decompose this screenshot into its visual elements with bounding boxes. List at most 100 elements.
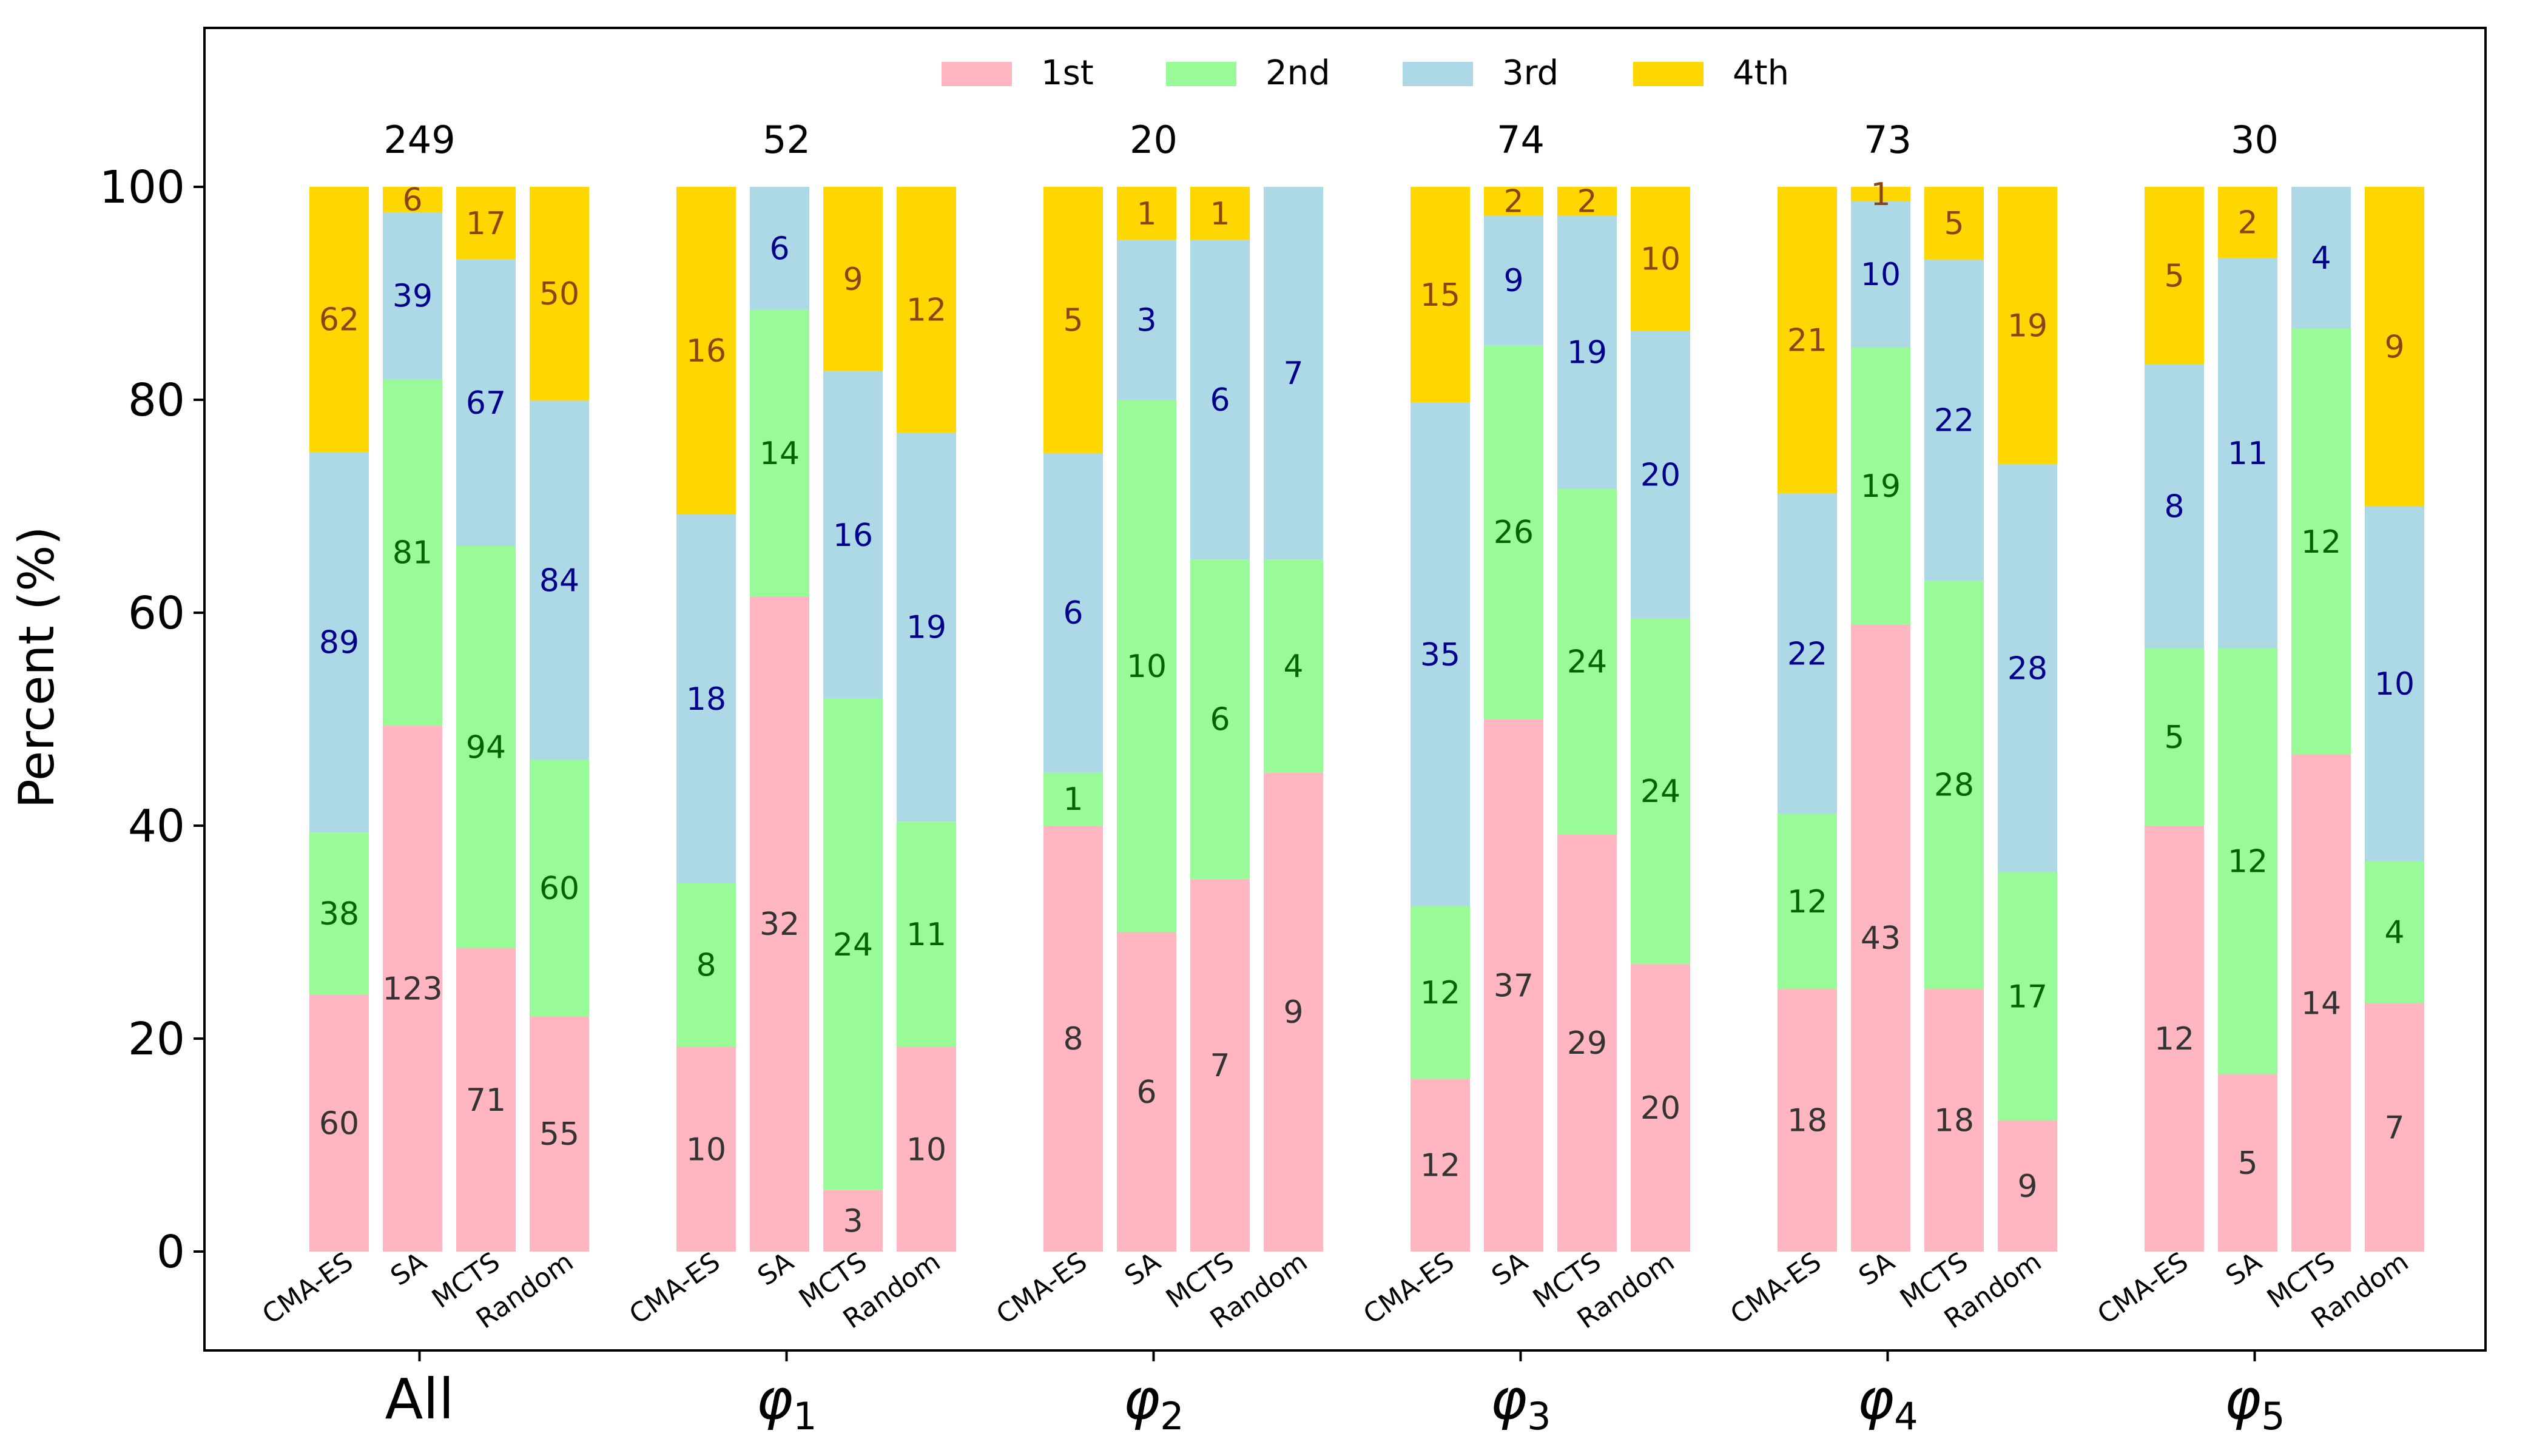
group-total-label: 52 [763,118,811,162]
segment-label: 19 [1861,468,1901,505]
segment-label: 5 [2164,258,2184,294]
bar-segment [823,187,883,371]
bar-segment [1998,187,2057,464]
segment-label: 18 [1787,1103,1827,1139]
segment-label: 20 [1640,457,1680,493]
bar-segment [1631,963,1690,1252]
segment-label: 1 [1136,196,1156,232]
method-tick-label: CMA-ES [1725,1246,1827,1330]
bar-segment [456,259,516,547]
bar-segment [1190,559,1250,879]
segment-label: 6 [1210,702,1230,738]
segment-label: 39 [393,278,433,315]
segment-label: 5 [1063,302,1083,339]
bar-segment [2291,329,2351,755]
y-tick-label: 80 [128,374,185,426]
bar-segment [2145,364,2204,649]
bar-segment [2291,187,2351,329]
bar-segment [2145,187,2204,365]
segment-label: 10 [686,1131,726,1168]
bar-segment [823,1190,883,1252]
segment-label: 14 [2301,986,2341,1022]
segment-label: 1 [1210,196,1230,232]
bar-segment [1484,345,1543,720]
segment-label: 35 [1420,637,1460,673]
method-tick-label: SA [385,1246,432,1292]
segment-label: 4 [2384,915,2404,951]
segment-label: 12 [2228,844,2268,880]
group-total-label: 30 [2231,118,2279,162]
segment-label: 24 [833,927,873,963]
legend-label: 1st [1041,53,1094,93]
bar-segment [676,187,736,514]
bar-segment [676,1046,736,1252]
segment-label: 37 [1494,968,1534,1004]
segment-label: 8 [2164,489,2184,525]
bar-segment [897,187,956,433]
segment-label: 7 [1283,356,1303,392]
segment-label: 12 [1787,884,1827,920]
segment-label: 24 [1640,774,1680,810]
group-label: All [385,1367,454,1432]
bar-segment [309,187,369,452]
segment-label: 8 [1063,1021,1083,1057]
bar-segment [1264,559,1323,773]
segment-label: 28 [2007,650,2048,687]
segment-label: 3 [1136,302,1156,339]
bar-segment [1998,872,2057,1121]
bar-segment [1851,201,1910,348]
segment-label: 12 [906,292,946,329]
legend-swatch [1166,62,1236,86]
bar-segment [2218,1074,2277,1252]
bar-segment [1557,834,1617,1252]
group-total-label: 249 [383,118,455,162]
segment-label: 84 [539,562,579,599]
segment-label: 123 [382,971,442,1008]
bar-segment [1043,187,1103,453]
bar-segment [530,400,589,760]
group-total-label: 20 [1130,118,1178,162]
y-axis: 0 20 40 60 80 100 [99,161,204,1278]
bar-segment [530,187,589,401]
bar-segment [383,187,442,213]
segment-label: 2 [1577,184,1597,220]
y-tick-label: 60 [128,587,185,639]
method-tick-label: SA [1853,1246,1900,1292]
segment-label: 1 [1063,781,1083,818]
bar-segment [1190,187,1250,240]
bar-segment [1484,719,1543,1252]
group-label: φ2 [1123,1367,1184,1438]
bar-segment [456,187,516,260]
bar-segment [2365,506,2424,861]
method-tick-label: SA [2220,1246,2267,1292]
segment-label: 38 [319,896,359,932]
bar-segment [1778,814,1837,989]
segment-label: 9 [2384,329,2404,365]
bar-segment [1410,1079,1470,1252]
segment-label: 2 [2237,205,2257,241]
segment-label: 26 [1494,514,1534,551]
segment-label: 8 [696,948,716,984]
bar-segment [1117,932,1176,1252]
segment-label: 5 [2237,1145,2257,1182]
bar-segment [1264,187,1323,560]
bar-segment [2365,1003,2424,1252]
segment-label: 28 [1934,767,1974,804]
segment-label: 50 [539,276,579,312]
segment-label: 67 [466,385,506,422]
bar-segment [1410,187,1470,403]
method-tick-label: CMA-ES [257,1246,359,1330]
bar-segment [1778,187,1837,493]
segment-label: 24 [1567,644,1607,681]
segment-label: 22 [1787,636,1827,672]
bar-segment [750,187,809,310]
segment-label: 21 [1787,322,1827,359]
segment-label: 10 [1640,241,1680,278]
method-tick-label: SA [1119,1246,1166,1292]
segment-label: 20 [1640,1090,1680,1127]
segment-label: 9 [1283,994,1303,1031]
bar-segment [309,451,369,833]
bar-segment [1117,240,1176,400]
segment-label: 17 [2007,979,2048,1015]
group-label: φ4 [1857,1367,1918,1438]
